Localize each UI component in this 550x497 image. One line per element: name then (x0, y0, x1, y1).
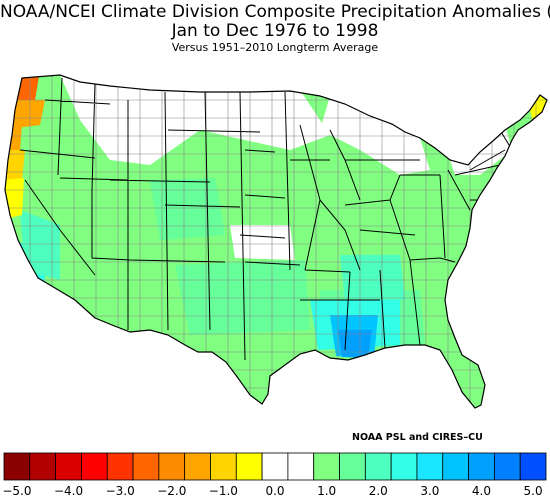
legend-swatch (493, 452, 521, 481)
legend-tick-label: −5.0 (2, 484, 31, 497)
legend-swatch (390, 452, 418, 481)
legend-swatch (158, 452, 186, 481)
legend-swatch (132, 452, 160, 481)
legend-swatch (287, 452, 315, 481)
legend-swatch (235, 452, 263, 481)
legend-swatch (261, 452, 289, 481)
legend-tick-label: 4.0 (472, 484, 491, 497)
map-baseline: Versus 1951–2010 Longterm Average (171, 41, 379, 54)
legend-tick-label: −2.0 (157, 484, 186, 497)
state-boundaries (19, 77, 513, 361)
legend-swatch (519, 452, 547, 481)
us-climate-division-map (4, 74, 548, 409)
legend-tick-label: −1.0 (209, 484, 238, 497)
legend-swatch (29, 452, 57, 481)
legend-swatch (184, 452, 211, 481)
legend-swatch (364, 452, 392, 481)
legend-swatch (55, 452, 82, 481)
anomaly-fills (5, 75, 547, 408)
data-credit: NOAA PSL and CIRES–CU (352, 432, 483, 443)
color-legend: −5.0 −4.0 −3.0 −2.0 −1.0 0.0 1.0 2.0 3.0 4.0 5.0 (2, 452, 547, 497)
legend-swatch (3, 452, 31, 481)
legend-tick-label: 3.0 (420, 484, 439, 497)
legend-tick-label: 5.0 (524, 484, 543, 497)
legend-tick-label: −4.0 (54, 484, 83, 497)
legend-tick-label: 0.0 (265, 484, 284, 497)
legend-tick-label: −3.0 (106, 484, 135, 497)
map-title: NOAA/NCEI Climate Division Composite Pre… (0, 2, 550, 22)
map-period: Jan to Dec 1976 to 1998 (171, 21, 379, 41)
legend-swatch (210, 452, 237, 481)
legend-swatch (416, 452, 444, 481)
legend-tick-label: 1.0 (317, 484, 336, 497)
legend-swatch (339, 452, 366, 481)
legend-swatch (468, 452, 495, 481)
legend-swatch (106, 452, 134, 481)
legend-tick-label: 2.0 (369, 484, 388, 497)
legend-swatch (442, 452, 469, 481)
legend-swatch (81, 452, 108, 481)
legend-swatch (313, 452, 340, 481)
